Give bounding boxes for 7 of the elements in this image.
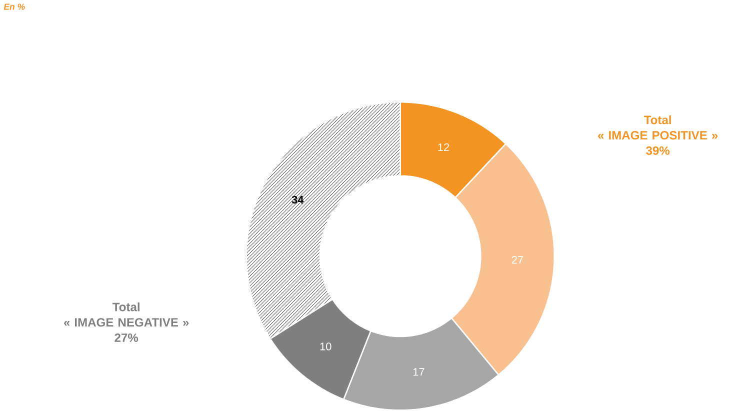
data-label: 17	[413, 368, 424, 376]
text: Total « IMAGE POSITIVE » 39%	[598, 115, 718, 155]
data-label: 12	[438, 143, 450, 152]
data-label: 10	[320, 342, 332, 350]
text: Total « IMAGE NEGATIVE » 27%	[64, 302, 189, 342]
data-label: 27	[512, 256, 524, 264]
text: En %	[4, 4, 25, 10]
